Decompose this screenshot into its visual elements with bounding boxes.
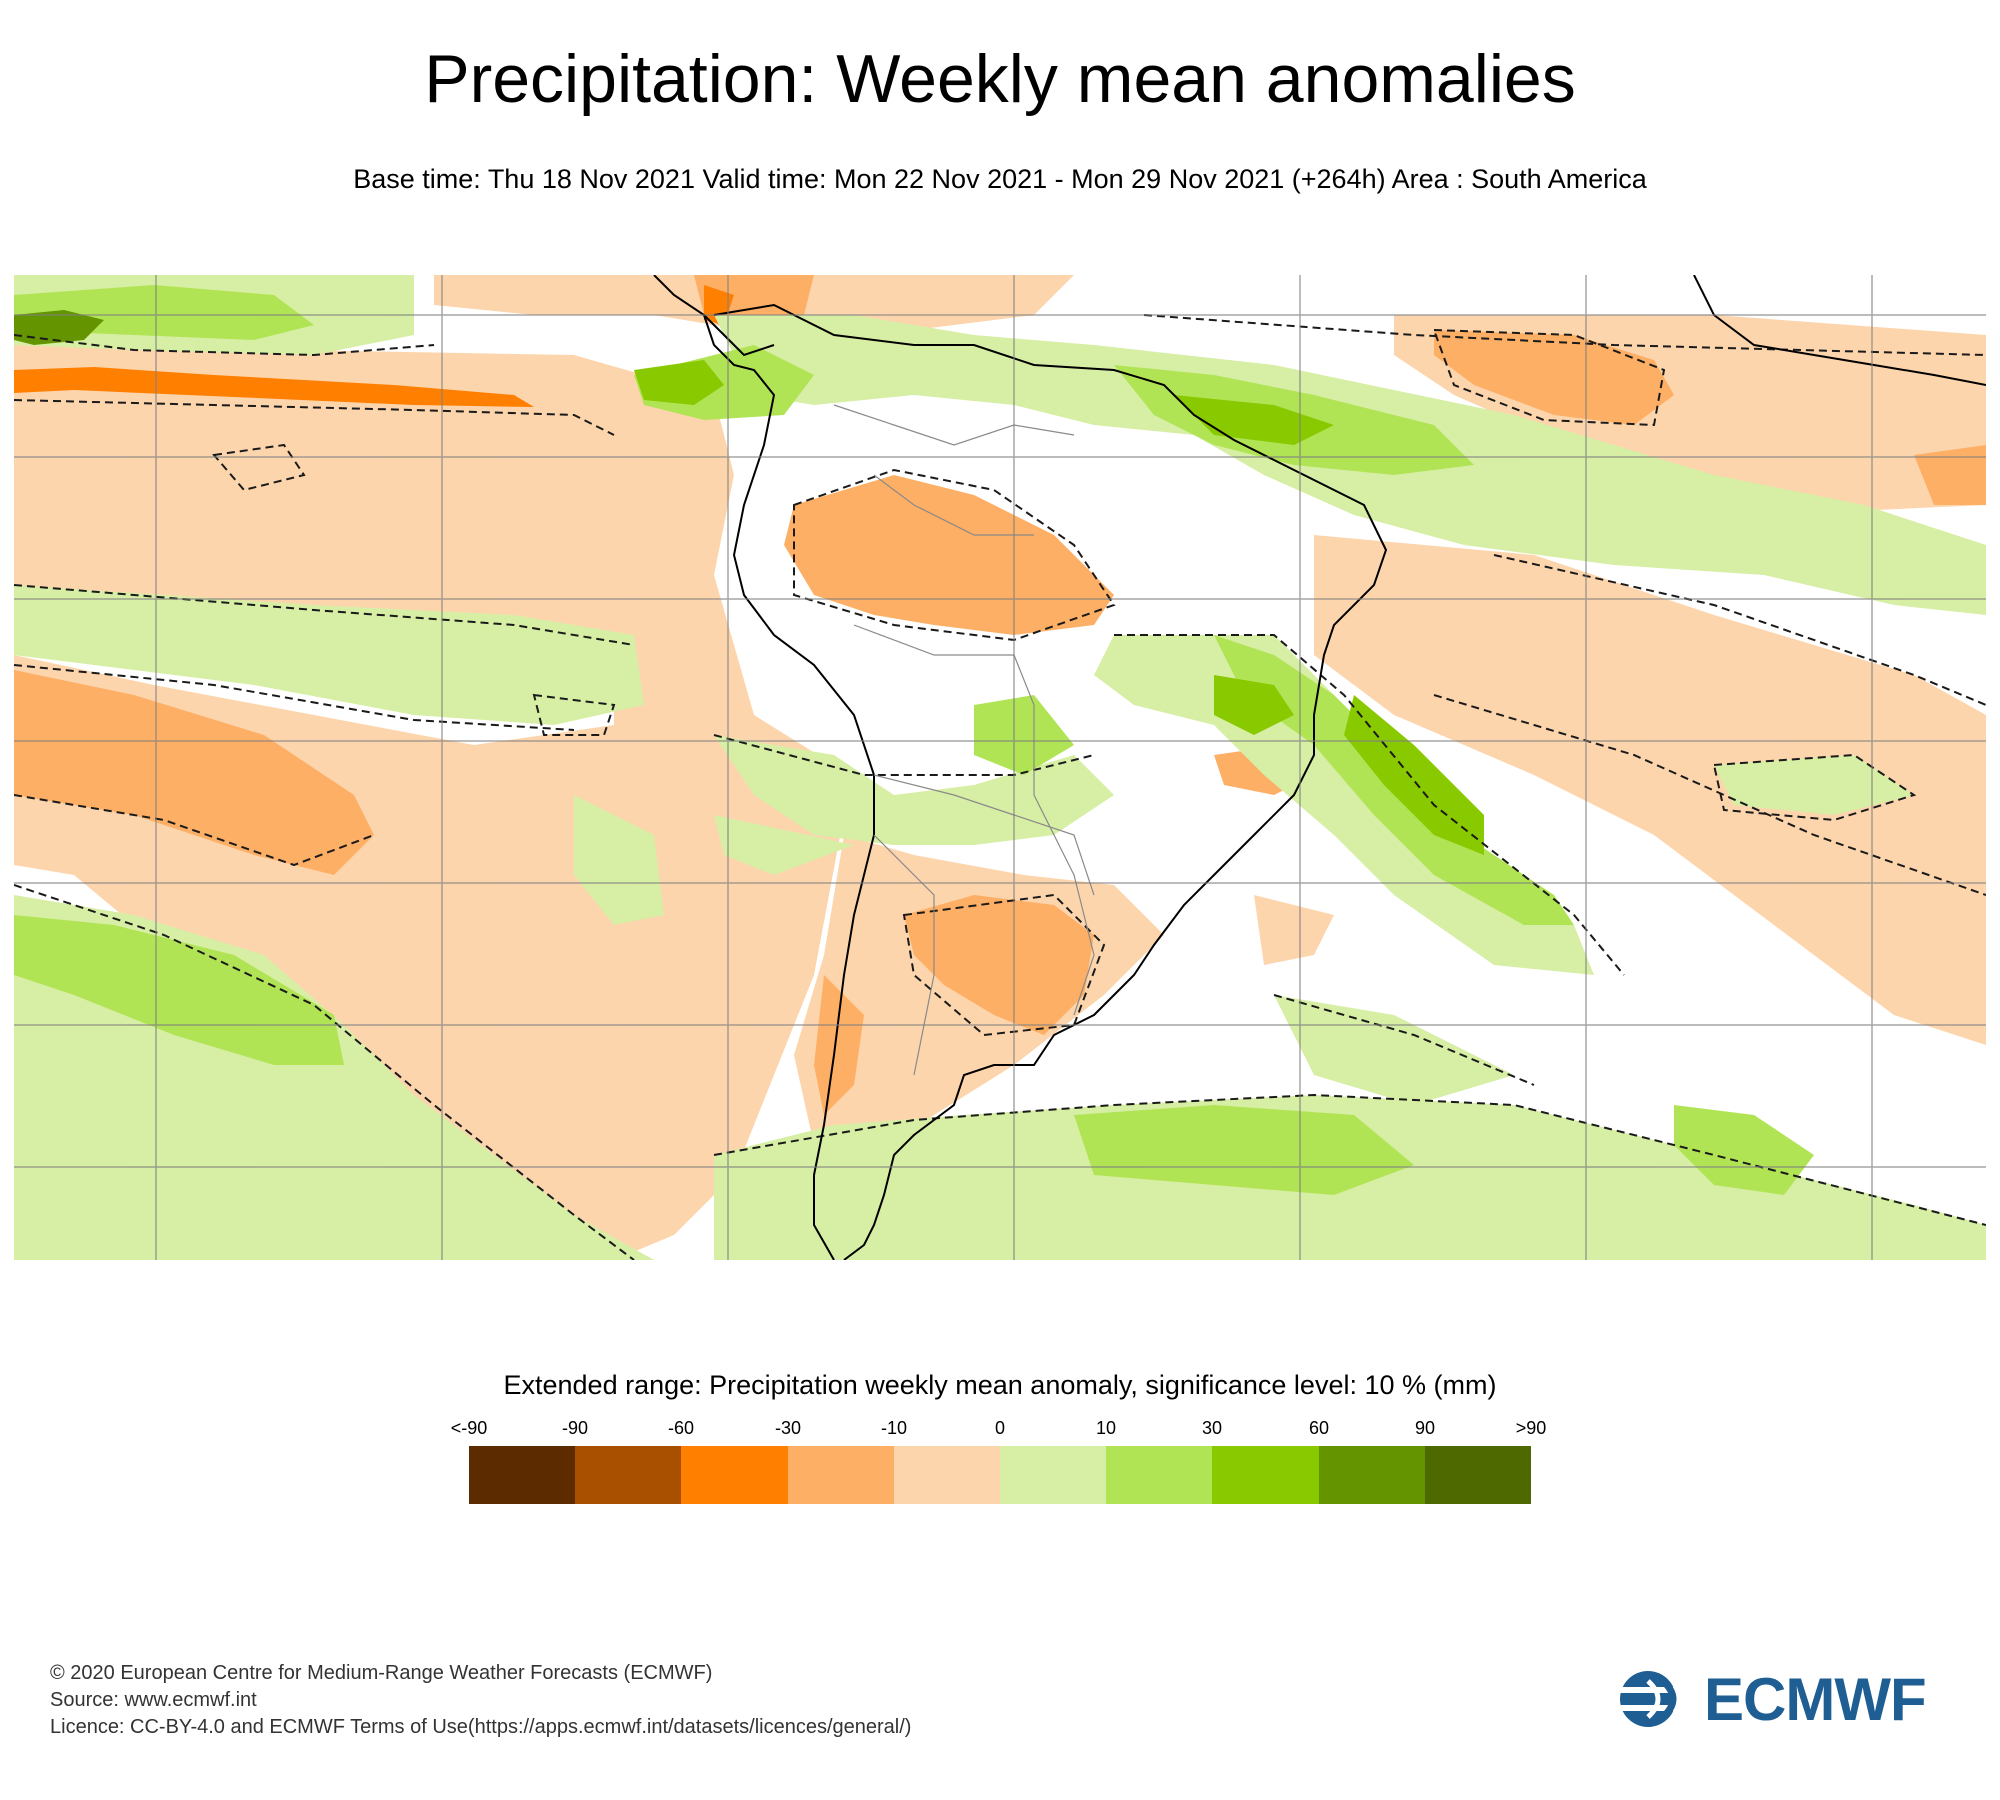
legend-swatch (681, 1446, 788, 1504)
ecmwf-logo-icon (1618, 1671, 1698, 1727)
copyright-text: © 2020 European Centre for Medium-Range … (50, 1662, 713, 1684)
legend-swatch (1424, 1446, 1532, 1504)
legend-swatch (1212, 1446, 1319, 1504)
licence-text: Licence: CC-BY-4.0 and ECMWF Terms of Us… (50, 1716, 912, 1738)
graticule (14, 275, 1986, 1260)
chart-subtitle: Base time: Thu 18 Nov 2021 Valid time: M… (353, 164, 1647, 194)
footer: © 2020 European Centre for Medium-Range … (50, 1660, 911, 1741)
legend-tick: 0 (994, 1418, 1005, 1438)
source-text: Source: www.ecmwf.int (50, 1689, 257, 1711)
central-america-coastline (653, 275, 775, 357)
legend-tick: -60 (667, 1418, 694, 1438)
legend-title: Extended range: Precipitation weekly mea… (503, 1370, 1497, 1400)
anomaly-map (14, 275, 1986, 1260)
legend-swatch (1318, 1446, 1425, 1504)
legend-tick: -30 (774, 1418, 801, 1438)
legend-tick: -90 (561, 1418, 588, 1438)
legend-tick: >90 (1515, 1418, 1547, 1438)
legend-swatch (1000, 1446, 1107, 1504)
legend-colorbar (469, 1446, 1532, 1504)
legend-tick: -10 (880, 1418, 907, 1438)
anomaly-very-strong-positive (14, 310, 104, 345)
anomaly-strong-positive (634, 360, 1484, 855)
legend-tick: 60 (1308, 1418, 1330, 1438)
chart-title: Precipitation: Weekly mean anomalies (424, 41, 1576, 117)
country-borders (833, 404, 1095, 1076)
legend-tick: <-90 (450, 1418, 488, 1438)
legend-tick: 30 (1201, 1418, 1223, 1438)
legend-swatch (469, 1446, 576, 1504)
legend-swatch (787, 1446, 894, 1504)
legend-tick: 90 (1414, 1418, 1436, 1438)
ecmwf-logo-text: ECMWF (1704, 1665, 1927, 1733)
anomaly-moderate-negative (14, 275, 1986, 1115)
legend-swatch (893, 1446, 1001, 1504)
legend-swatch (1106, 1446, 1213, 1504)
ecmwf-logo: ECMWF (1618, 1666, 1950, 1733)
significance-contours (14, 314, 1986, 1260)
legend-tick: 10 (1095, 1418, 1117, 1438)
pacific-coastline (703, 314, 875, 1260)
legend-swatch (575, 1446, 682, 1504)
south-america-coastline (713, 303, 1388, 1260)
